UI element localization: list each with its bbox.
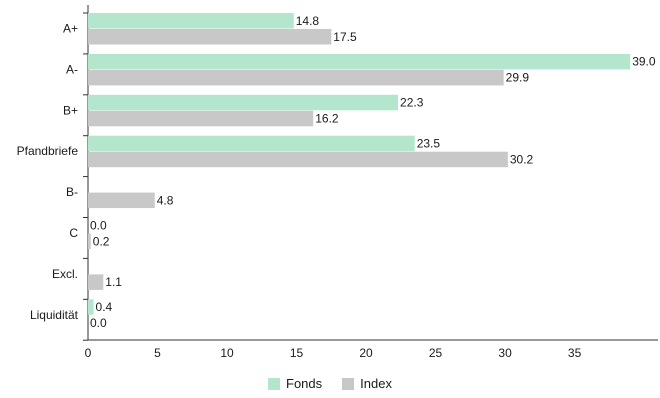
data-label-fonds-liquidit-t: 0.4 (96, 300, 113, 314)
legend-label-index: Index (360, 376, 392, 391)
legend-item-index: Index (342, 376, 392, 391)
data-label-index-a: 29.9 (506, 71, 530, 85)
x-tick-label-0: 0 (85, 346, 92, 360)
y-tick-label-c: C (69, 226, 78, 240)
data-label-fonds-a: 39.0 (632, 55, 656, 69)
y-tick-label-b: B- (66, 185, 78, 199)
x-tick-label-15: 15 (290, 346, 304, 360)
data-label-index-b: 4.8 (157, 193, 174, 207)
y-tick-label-pfandbriefe: Pfandbriefe (17, 144, 79, 158)
data-label-index-c: 0.2 (93, 234, 110, 248)
y-tick-label-liquidit-t: Liquidität (30, 308, 79, 322)
data-label-index-b: 16.2 (315, 112, 339, 126)
data-label-index-pfandbriefe: 30.2 (510, 152, 534, 166)
bar-fonds-b (88, 94, 399, 111)
data-label-fonds-b: 22.3 (400, 96, 424, 110)
bar-fonds-a (88, 13, 294, 29)
data-label-index-liquidit-t: 0.0 (90, 316, 107, 330)
data-label-index-excl: 1.1 (105, 275, 122, 289)
legend-swatch-index (342, 377, 355, 390)
bar-index-pfandbriefe (88, 151, 508, 168)
legend: Fonds Index (0, 376, 660, 391)
bar-index-c (88, 233, 91, 249)
x-tick-label-10: 10 (220, 346, 234, 360)
data-label-fonds-c: 0.0 (90, 218, 107, 232)
legend-swatch-fonds (268, 377, 281, 390)
legend-item-fonds: Fonds (268, 376, 322, 391)
bar-index-a (88, 69, 504, 86)
legend-label-fonds: Fonds (286, 376, 323, 391)
bar-fonds-pfandbriefe (88, 135, 415, 152)
bar-index-a (88, 29, 332, 45)
bar-fonds-a (88, 53, 631, 70)
bar-index-b (88, 192, 155, 209)
bar-index-excl (88, 274, 104, 290)
x-tick-label-25: 25 (429, 346, 443, 360)
y-tick-label-excl: Excl. (52, 267, 78, 281)
bar-index-b (88, 110, 314, 127)
data-label-fonds-a: 14.8 (296, 14, 320, 28)
y-tick-label-a: A+ (63, 22, 78, 36)
data-label-fonds-pfandbriefe: 23.5 (417, 136, 441, 150)
x-tick-label-35: 35 (568, 346, 582, 360)
bar-chart: 0 5 10 15 20 25 30 35 A+ 14.8 17.5 A- 39.0 29.9 B+ 22.3… (17, 5, 658, 360)
y-tick-label-a: A- (66, 62, 78, 76)
y-tick-label-b: B+ (63, 103, 78, 117)
data-label-index-a: 17.5 (333, 30, 357, 44)
x-tick-label-20: 20 (359, 346, 373, 360)
x-tick-label-5: 5 (154, 346, 161, 360)
x-tick-label-30: 30 (498, 346, 512, 360)
bar-fonds-liquidit-t (88, 299, 94, 315)
